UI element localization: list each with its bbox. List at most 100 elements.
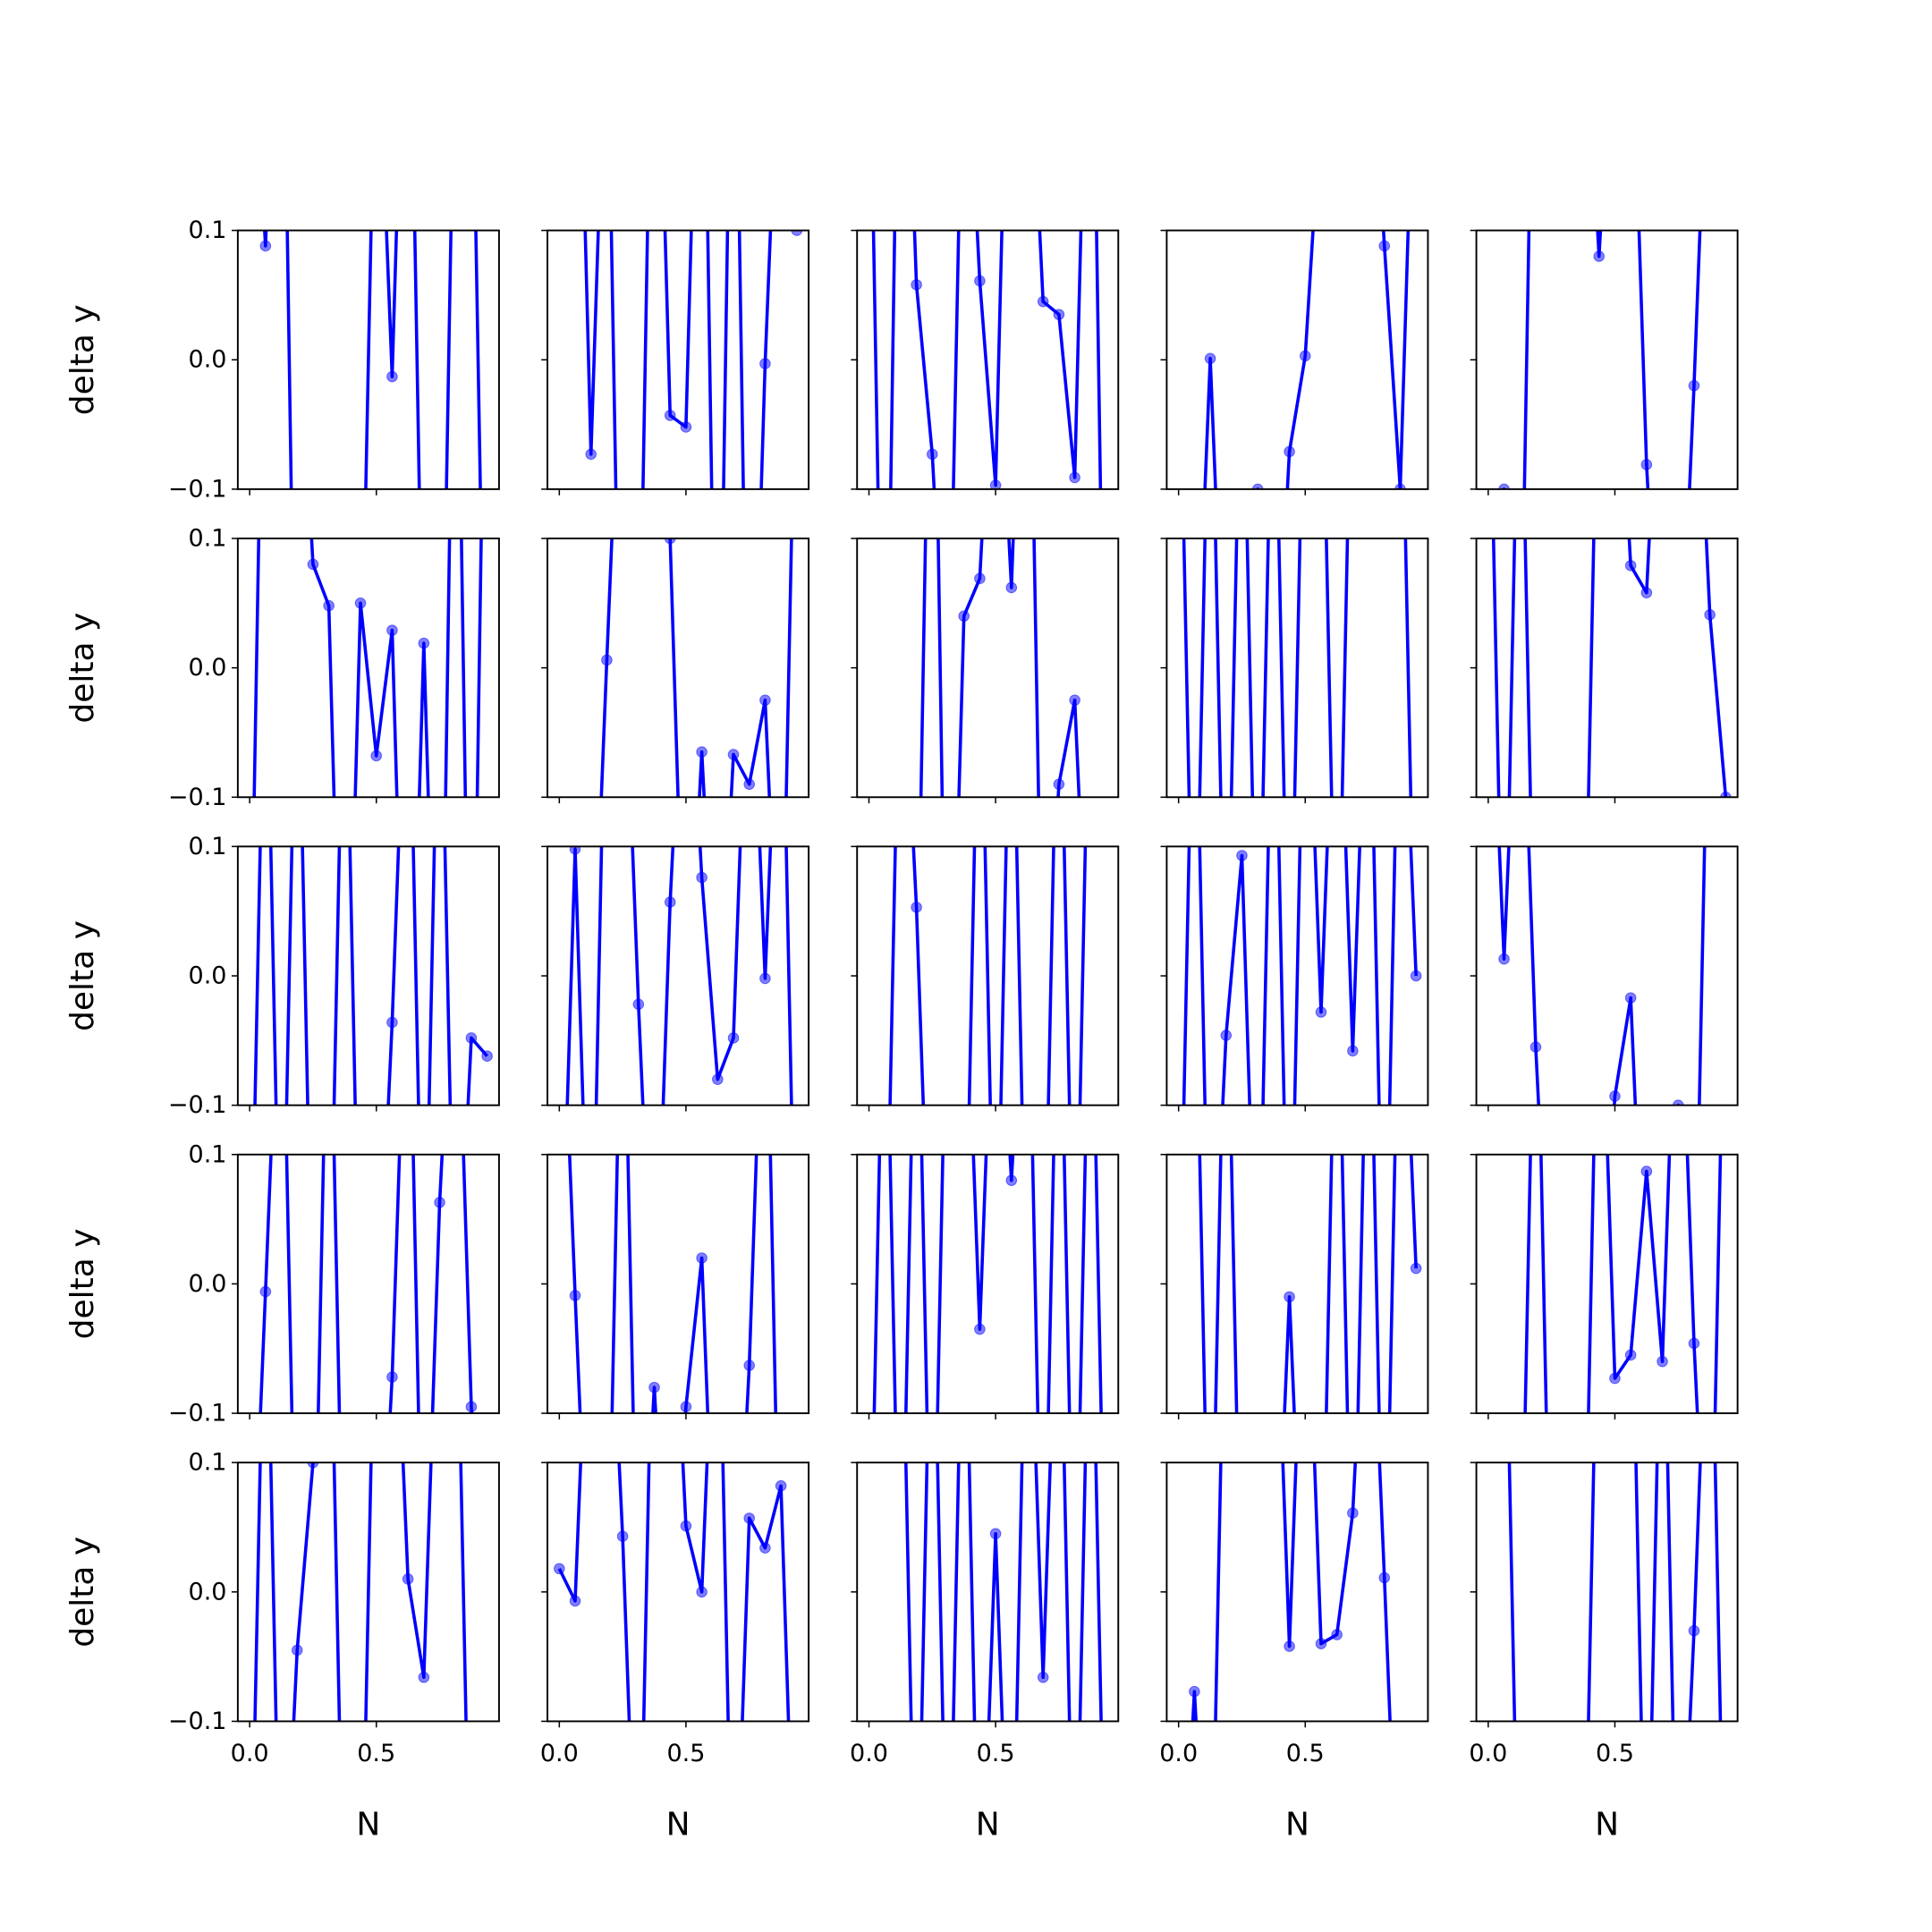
data-point [713, 1199, 724, 1209]
y-tick-label: −0.1 [168, 475, 227, 503]
y-tick-label: −0.1 [168, 1091, 227, 1119]
data-point [1578, 1359, 1589, 1369]
plot-area [583, 230, 803, 883]
axes-frame [236, 845, 500, 1106]
data-point [1514, 582, 1525, 593]
data-point [759, 358, 771, 369]
subplot: 0.0 0.5 N [1469, 1199, 1739, 1843]
axes-frame [1475, 538, 1739, 799]
subplot [541, 845, 810, 1369]
data-point [712, 1073, 724, 1086]
data-point [680, 1401, 692, 1413]
axes-frame [856, 1153, 1120, 1415]
data-point [911, 902, 922, 913]
data-point [292, 582, 302, 593]
data-line [1491, 538, 1728, 798]
data-point [792, 1359, 802, 1369]
data-point [244, 1667, 255, 1678]
data-point [1499, 1051, 1510, 1062]
data-point [1237, 1667, 1248, 1678]
subplot [1470, 229, 1739, 753]
data-point [759, 1542, 771, 1554]
data-point [1237, 742, 1248, 753]
data-point [727, 1032, 740, 1044]
data-point [1022, 1199, 1033, 1209]
data-point [759, 972, 771, 985]
data-line [1523, 1154, 1723, 1414]
data-point [895, 582, 906, 593]
subplot [541, 1153, 810, 1678]
data-point [728, 1667, 739, 1678]
data-line [904, 1462, 1103, 1722]
data-point [1721, 891, 1732, 902]
data-point [555, 1051, 565, 1062]
plot-area [1491, 538, 1732, 1062]
data-point [928, 1359, 938, 1369]
data-point [1268, 742, 1279, 753]
y-tick-label: 0.0 [189, 346, 227, 374]
axes-frame [1165, 1153, 1429, 1415]
x-tick-label: 0.5 [1286, 1740, 1325, 1767]
data-point [727, 749, 740, 760]
data-point [974, 275, 986, 287]
data-point [633, 275, 644, 285]
data-point [1205, 1359, 1216, 1369]
data-point [744, 872, 755, 883]
data-point [879, 1051, 890, 1062]
x-tick-label: 0.0 [1159, 1740, 1198, 1767]
data-point [1363, 891, 1374, 902]
data-point [260, 145, 271, 156]
data-point [1410, 1262, 1422, 1275]
data-line [1203, 230, 1411, 489]
data-point [1315, 1638, 1327, 1649]
data-point [402, 891, 413, 902]
data-point [324, 1359, 335, 1369]
data-point [743, 1360, 755, 1371]
data-point [680, 1520, 692, 1532]
data-point [1640, 1165, 1653, 1177]
data-point [1483, 742, 1494, 753]
plot-area [871, 230, 1112, 883]
data-point [1348, 1667, 1359, 1678]
data-point [1101, 872, 1112, 883]
data-point [586, 1199, 597, 1209]
data-point [1022, 1359, 1033, 1369]
data-point [1037, 1671, 1049, 1683]
data-point [864, 1051, 875, 1062]
data-point [1594, 1199, 1605, 1209]
data-point [1174, 742, 1184, 753]
data-point [928, 1667, 938, 1678]
data-point [307, 1462, 319, 1469]
data-point [1673, 891, 1683, 902]
data-point [307, 558, 319, 571]
data-point [1657, 742, 1668, 753]
data-point [570, 1051, 580, 1062]
data-point [1483, 1199, 1494, 1209]
subplot: 0.0 0.5 N [1159, 1462, 1429, 1843]
subplot [1160, 229, 1429, 753]
axes-frame [1475, 1153, 1739, 1415]
axes-frame [547, 1462, 810, 1723]
subplot [851, 229, 1120, 883]
data-point [696, 871, 708, 884]
data-point [1332, 1051, 1343, 1062]
subplot [541, 229, 810, 883]
data-point [1609, 1090, 1621, 1102]
data-point [371, 1667, 382, 1678]
data-point [308, 1667, 318, 1678]
data-point [1174, 1359, 1184, 1369]
data-point [1514, 1667, 1525, 1678]
data-point [291, 1644, 303, 1657]
data-point [792, 1667, 802, 1678]
data-point [895, 1051, 906, 1062]
y-axis-label: delta y [64, 920, 101, 1031]
data-point [1268, 582, 1279, 593]
data-point [617, 275, 628, 285]
plot-area [567, 1154, 802, 1678]
x-axis-label: N [976, 1807, 1000, 1843]
data-point [1236, 850, 1248, 861]
data-line [258, 1154, 474, 1414]
data-point [1546, 1359, 1557, 1369]
data-point [355, 1667, 366, 1678]
data-point [555, 1359, 565, 1369]
